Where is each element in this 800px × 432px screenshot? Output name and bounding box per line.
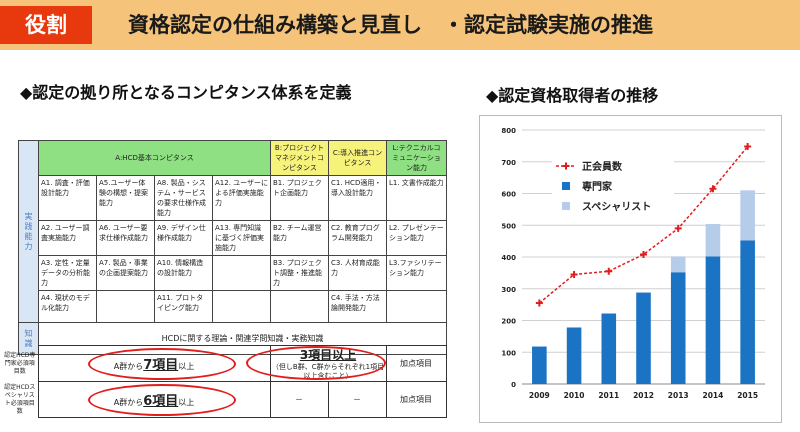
highlight-ellipse (246, 346, 386, 380)
competency-table: 実践能力 A:HCD基本コンピタンス B:プロジェクトマネジメントコンピタンス … (18, 140, 447, 355)
cell-c4: C4. 手法・方法論開発能力 (328, 290, 387, 323)
x-tick-label: 2015 (737, 391, 758, 400)
bar (705, 223, 721, 257)
x-tick-label: 2014 (702, 391, 723, 400)
chart-heading: ◆認定資格取得者の推移 (486, 86, 659, 105)
bar (740, 190, 755, 241)
cell-empty (96, 290, 155, 323)
line-marker (709, 185, 717, 193)
cell-c2: C2. 教育プログラム開発能力 (328, 220, 387, 256)
header-l: L:テクニカルコミュニケーション能力 (386, 140, 447, 176)
cell-a11: A11. プロトタイピング能力 (154, 290, 213, 323)
cell-a13: A13. 専門知識に基づく評価実施能力 (212, 220, 271, 256)
bar (636, 292, 651, 384)
x-tick-label: 2009 (529, 391, 550, 400)
cell-l1: L1. 文書作成能力 (386, 175, 447, 221)
bar (601, 313, 617, 384)
cell-empty (386, 290, 447, 323)
x-tick-label: 2011 (598, 391, 619, 400)
cell-l3: L3.ファシリテーション能力 (386, 255, 447, 291)
cell-a7: A7. 製品・事業の企画提案能力 (96, 255, 155, 291)
competency-heading: ◆認定の拠り所となるコンピタンス体系を定義 (20, 83, 352, 102)
bar (532, 346, 547, 384)
cell-b1: B1. プロジェクト企画能力 (270, 175, 329, 221)
cell-a4: A4. 現状のモデル化能力 (38, 290, 97, 323)
cell-a1: A1. 調査・評価設計能力 (38, 175, 97, 221)
header-banner: 役割 資格認定の仕組み構築と見直し ・認定試験実施の推進 (0, 0, 800, 50)
legend-label: 専門家 (582, 180, 613, 193)
holders-chart: 0 100 200 300 400 500 600 700 800 2009 2010 2011 201… (501, 127, 765, 400)
cell-c1: C1. HCD適用・導入設計能力 (328, 175, 387, 221)
line-marker (605, 267, 613, 275)
line-marker (674, 224, 682, 232)
line-marker (640, 250, 647, 258)
line-marker (570, 270, 578, 278)
page-title: 資格認定の仕組み構築と見直し ・認定試験実施の推進 (128, 13, 653, 37)
cell-a8: A8. 製品・システム・サービスの要求仕様作成能力 (154, 175, 213, 221)
legend-box (552, 154, 674, 218)
y-tick-label: 500 (501, 222, 516, 230)
cell-empty (212, 255, 271, 291)
highlight-ellipse (88, 348, 236, 380)
cell-empty (270, 290, 329, 323)
header-a: A:HCD基本コンピタンス (38, 140, 271, 176)
y-tick-label: 600 (501, 191, 516, 199)
role-tag: 役割 (0, 6, 92, 44)
y-tick-label: 300 (501, 286, 516, 294)
row-label-expert: 認定HCD専門家必須項目数 (4, 351, 36, 375)
cell-b3: B3. プロジェクト調整・推進能力 (270, 255, 329, 291)
bar (566, 327, 582, 384)
cell-a9: A9. デザイン仕様作成能力 (154, 220, 213, 256)
line-marker (535, 299, 543, 307)
row-label-specialist: 認定HCDスペシャリスト必須項目数 (4, 383, 36, 415)
cell-a3: A3. 定性・定量データの分析能力 (38, 255, 97, 291)
req-specialist-c: － (327, 381, 387, 418)
cell-empty (212, 290, 271, 323)
cell-a12: A12. ユーザーによる評価実施能力 (212, 175, 271, 221)
x-tick-label: 2010 (564, 391, 585, 400)
cell-c3: C3. 人材育成能力 (328, 255, 387, 291)
bar (740, 240, 755, 384)
bar (670, 256, 686, 273)
header-c: C:導入推進コンピタンス (328, 140, 387, 176)
x-tick-label: 2012 (633, 391, 654, 400)
bar (705, 256, 721, 384)
req-specialist-plus: 加点項目 (385, 381, 447, 418)
highlight-ellipse (88, 384, 236, 416)
legend-swatch (562, 202, 570, 210)
y-tick-label: 0 (511, 381, 516, 389)
y-tick-label: 100 (501, 349, 516, 357)
chart-panel: 0 100 200 300 400 500 600 700 800 2009 2010 2011 201… (479, 115, 782, 423)
cell-a6: A6. ユーザー要求仕様作成能力 (96, 220, 155, 256)
cell-a2: A2. ユーザー調査実施能力 (38, 220, 97, 256)
cell-b2: B2. チーム運営能力 (270, 220, 329, 256)
cell-a5: A5.ユーザー体験の構想・提案能力 (96, 175, 155, 221)
cell-a10: A10. 情報構造の設計能力 (154, 255, 213, 291)
y-tick-label: 200 (501, 318, 516, 326)
legend-label: 正会員数 (582, 160, 623, 173)
y-tick-label: 800 (501, 127, 516, 135)
legend-label: スペシャリスト (582, 201, 651, 213)
header-b: B:プロジェクトマネジメントコンピタンス (270, 140, 329, 176)
side-label-practical: 実践能力 (18, 140, 39, 323)
cell-l2: L2. プレゼンテーション能力 (386, 220, 447, 256)
y-tick-label: 400 (501, 254, 516, 262)
legend-swatch (562, 162, 570, 170)
req-expert-plus: 加点項目 (385, 345, 447, 382)
y-tick-label: 700 (501, 159, 516, 167)
bar (670, 272, 686, 384)
x-tick-label: 2013 (668, 391, 689, 400)
legend-swatch (562, 182, 570, 190)
line-marker (744, 143, 752, 151)
req-specialist-b: － (269, 381, 329, 418)
